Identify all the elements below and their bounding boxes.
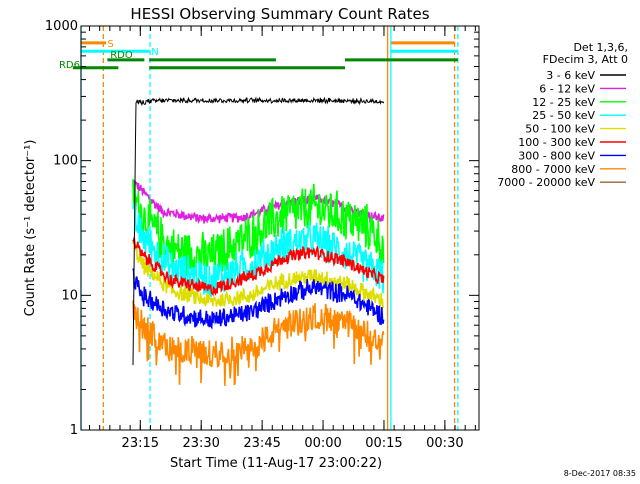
legend-label: 50 - 100 keV — [525, 123, 595, 136]
x-axis-label: Start Time (11-Aug-17 23:00:22) — [170, 456, 382, 471]
y-axis-label: Count Rate (s⁻¹ detector⁻¹) — [23, 140, 38, 317]
series-lines — [132, 96, 385, 386]
flag-label-rdo: RDO — [110, 50, 133, 61]
flag-bars: S N RDO RD6 — [59, 39, 458, 71]
legend-label: 6 - 12 keV — [539, 82, 595, 95]
footer-date: 8-Dec-2017 08:35 — [564, 469, 636, 478]
x-tick-label: 00:15 — [365, 436, 402, 451]
legend-header-line: Det 1,3,6, — [573, 41, 628, 54]
flag-label-n: N — [151, 47, 158, 58]
legend-label: 12 - 25 keV — [532, 96, 595, 109]
legend-label: 25 - 50 keV — [532, 109, 595, 122]
legend-header-line: FDecim 3, Att 0 — [543, 53, 628, 66]
series-line — [132, 240, 385, 310]
series-line — [132, 96, 385, 366]
axes: 1 10 100 1000 23:15 23:30 23:45 00:00 00:15 00:30 — [45, 19, 480, 451]
x-tick-label: 23:15 — [122, 436, 159, 451]
series-line — [132, 202, 385, 298]
y-tick-label: 100 — [53, 154, 78, 169]
y-tick-label: 1000 — [45, 19, 78, 34]
legend-label: 800 - 7000 keV — [511, 163, 595, 176]
series-line — [132, 268, 385, 330]
series-line — [132, 237, 385, 297]
legend-header: Det 1,3,6,FDecim 3, Att 0 — [543, 41, 628, 66]
x-tick-label: 00:00 — [304, 436, 341, 451]
legend-label: 3 - 6 keV — [546, 69, 595, 82]
legend-label: 300 - 800 keV — [518, 149, 595, 162]
x-tick-label: 23:45 — [243, 436, 280, 451]
flag-label-rd6: RD6 — [59, 60, 80, 71]
legend-label: 7000 - 20000 keV — [497, 176, 595, 189]
flag-label-s: S — [107, 39, 113, 50]
y-tick-label: 10 — [61, 288, 78, 303]
x-tick-label: 00:30 — [426, 436, 463, 451]
plot-frame — [80, 25, 480, 431]
y-tick-label: 1 — [70, 423, 78, 438]
x-tick-label: 23:30 — [182, 436, 219, 451]
series-line — [132, 179, 385, 279]
legend-label: 100 - 300 keV — [518, 136, 595, 149]
series-line — [132, 300, 385, 386]
chart-title: HESSI Observing Summary Count Rates — [130, 5, 429, 23]
